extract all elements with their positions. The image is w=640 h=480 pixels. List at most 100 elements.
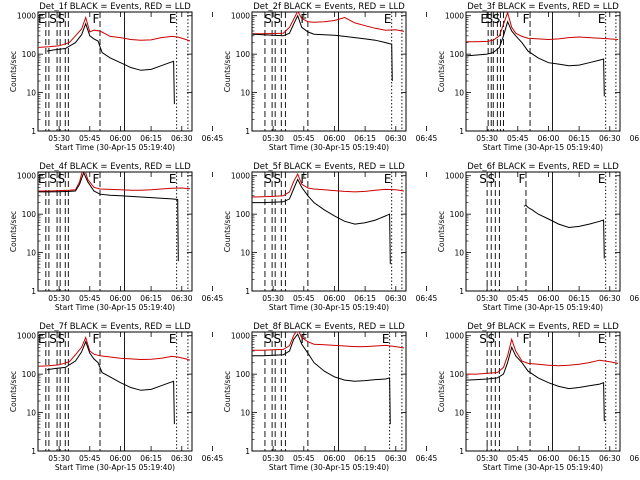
marker-label: F [93, 172, 100, 186]
marker-label: S [264, 172, 272, 186]
series-line-events [46, 22, 175, 105]
x-tick-label: 06:45 [416, 294, 438, 303]
y-tick-label: 1 [31, 127, 36, 136]
marker-label: E [169, 332, 177, 346]
x-tick-label: 05:45 [507, 454, 529, 463]
panel-title: Det_2f BLACK = Events, RED = LLD [253, 2, 405, 12]
plot-frame [37, 331, 193, 452]
y-tick-label: 1000 [231, 12, 250, 21]
x-tick-label: 06:15 [354, 134, 376, 143]
y-tick-label: 1000 [231, 332, 250, 341]
x-axis-label: Start Time (30-Apr-15 05:19:40) [55, 463, 175, 472]
y-tick-label: 1000 [17, 12, 36, 21]
y-tick-label: 1 [245, 447, 250, 456]
x-tick-label: 06:45 [202, 134, 224, 143]
marker-label: S [264, 12, 272, 26]
y-axis-label: Counts/sec [223, 211, 232, 252]
y-tick-label: 10 [26, 249, 36, 258]
marker-label: E [382, 332, 390, 346]
marker-label: E [169, 172, 177, 186]
x-tick-label: 06:00 [110, 454, 132, 463]
x-tick-label: 05:45 [79, 454, 101, 463]
x-tick-label: 06:45 [202, 454, 224, 463]
marker-label: E [598, 172, 606, 186]
y-tick-label: 1 [31, 447, 36, 456]
y-tick-label: 100 [22, 370, 37, 379]
y-axis-label: Counts/sec [9, 211, 18, 252]
x-axis-label: Start Time (30-Apr-15 05:19:40) [269, 463, 389, 472]
marker-label: S [273, 332, 281, 346]
panel-title: Det_5f BLACK = Events, RED = LLD [253, 162, 405, 172]
x-tick-label: 06:45 [416, 454, 438, 463]
x-tick-label: 06:15 [568, 134, 590, 143]
y-tick-label: 1000 [17, 332, 36, 341]
x-tick-label: 06:00 [324, 134, 346, 143]
y-tick-label: 10 [240, 89, 250, 98]
y-tick-label: 1000 [231, 172, 250, 181]
marker-label: F [93, 12, 100, 26]
x-tick-label: 06:30 [171, 454, 193, 463]
marker-label: S [487, 172, 495, 186]
series-line-events [466, 20, 605, 97]
y-tick-label: 1 [245, 287, 250, 296]
y-tick-label: 1 [459, 127, 464, 136]
y-tick-label: 100 [450, 50, 465, 59]
y-tick-label: 10 [454, 249, 464, 258]
y-tick-label: 100 [236, 50, 251, 59]
panel-title: Det_3f BLACK = Events, RED = LLD [467, 2, 619, 12]
y-tick-label: 10 [240, 249, 250, 258]
marker-label: S [49, 12, 57, 26]
x-tick-label: 06:15 [354, 454, 376, 463]
series-line-events [46, 340, 175, 425]
series-line-lld [38, 15, 191, 48]
panel-title: Det_7f BLACK = Events, RED = LLD [39, 322, 191, 332]
x-tick-label: 06:00 [110, 134, 132, 143]
panel-det-9: Det_9f BLACK = Events, RED = LLD 1 10 100 10… [437, 322, 640, 472]
panel-det-7: Det_7f BLACK = Events, RED = LLD 1 10 100 10… [9, 322, 223, 472]
series-line-lld [252, 12, 405, 35]
marker-label: F [93, 332, 100, 346]
series-line-lld [466, 337, 619, 375]
x-axis-label: Start Time (30-Apr-15 05:19:40) [483, 303, 603, 312]
panel-det-1: Det_1f BLACK = Events, RED = LLD 1 10 100 10… [9, 2, 223, 152]
series-line-events [252, 333, 391, 425]
x-axis-label: Start Time (30-Apr-15 05:19:40) [269, 143, 389, 152]
series-line-events [523, 204, 605, 259]
y-tick-label: 100 [22, 210, 37, 219]
y-tick-label: 100 [22, 50, 37, 59]
y-tick-label: 10 [26, 409, 36, 418]
y-axis-label: Counts/sec [9, 51, 18, 92]
series-line-events [252, 178, 391, 265]
x-axis-label: Start Time (30-Apr-15 05:19:40) [483, 143, 603, 152]
y-axis-label: Counts/sec [437, 51, 446, 92]
x-tick-label: 06:30 [385, 294, 407, 303]
plot-frame [37, 171, 193, 292]
panel-det-5: Det_5f BLACK = Events, RED = LLD 1 10 100 10… [223, 162, 437, 312]
y-tick-label: 1000 [445, 332, 464, 341]
x-tick-label: 06:30 [385, 454, 407, 463]
x-tick-label: 06:45 [630, 454, 640, 463]
plot-frame [465, 331, 621, 452]
y-axis-label: Counts/sec [437, 371, 446, 412]
plot-frame [251, 331, 407, 452]
series-line-lld [38, 172, 191, 192]
x-tick-label: 05:30 [262, 134, 284, 143]
marker-label: S [57, 332, 65, 346]
series-line-lld [252, 172, 405, 198]
marker-label: F [300, 12, 307, 26]
panel-det-6: Det_6f BLACK = Events, RED = LLD 1 10 100 10… [437, 162, 640, 312]
y-axis-label: Counts/sec [437, 211, 446, 252]
panel-det-4: Det_4f BLACK = Events, RED = LLD 1 10 100 10… [9, 162, 223, 312]
panel-title: Det_6f BLACK = Events, RED = LLD [467, 162, 619, 172]
panel-title: Det_9f BLACK = Events, RED = LLD [467, 322, 619, 332]
x-tick-label: 06:45 [630, 134, 640, 143]
series-line-events [38, 172, 179, 262]
x-tick-label: 06:30 [599, 294, 621, 303]
plot-frame [251, 171, 407, 292]
y-axis-label: Counts/sec [223, 371, 232, 412]
marker-label: S [273, 172, 281, 186]
panel-title: Det_1f BLACK = Events, RED = LLD [39, 2, 191, 12]
x-axis-label: Start Time (30-Apr-15 05:19:40) [55, 303, 175, 312]
x-tick-label: 05:30 [476, 454, 498, 463]
